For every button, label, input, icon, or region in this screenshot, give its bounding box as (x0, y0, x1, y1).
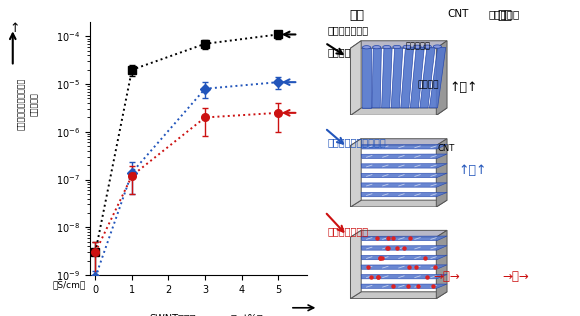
Ellipse shape (423, 45, 432, 48)
Polygon shape (429, 47, 446, 108)
Polygon shape (361, 144, 447, 149)
Text: →　→: → → (433, 270, 460, 283)
Polygon shape (420, 48, 435, 108)
Ellipse shape (433, 45, 441, 48)
Text: アニール: アニール (328, 47, 351, 58)
Polygon shape (361, 183, 447, 187)
Polygon shape (350, 230, 361, 299)
Polygon shape (391, 48, 403, 108)
Polygon shape (361, 275, 447, 279)
Text: （wt%）: （wt%） (230, 313, 263, 316)
Text: 状態２：５分アニール: 状態２：５分アニール (328, 137, 386, 148)
Polygon shape (350, 108, 447, 115)
Polygon shape (436, 41, 447, 115)
Text: ↑　↑: ↑ ↑ (450, 81, 478, 94)
Polygon shape (361, 265, 447, 269)
Text: CNT: CNT (448, 9, 469, 20)
Text: →　→: → → (503, 270, 530, 283)
Polygon shape (350, 139, 361, 207)
Polygon shape (436, 139, 447, 207)
Ellipse shape (403, 45, 411, 48)
Polygon shape (361, 192, 447, 197)
Text: 処理: 処理 (349, 9, 364, 22)
Polygon shape (361, 255, 447, 260)
Text: 液晶カラム: 液晶カラム (489, 9, 520, 20)
Text: SWNT混合比: SWNT混合比 (149, 313, 196, 316)
Polygon shape (350, 41, 447, 48)
Text: （S/cm）: （S/cm） (52, 280, 85, 289)
Text: 基盤に対する垂直方向の
電気伝導度: 基盤に対する垂直方向の 電気伝導度 (17, 78, 39, 131)
Text: ↑　↑: ↑ ↑ (458, 164, 487, 177)
Polygon shape (436, 230, 447, 299)
Polygon shape (361, 236, 447, 240)
Polygon shape (410, 48, 425, 108)
Ellipse shape (372, 46, 380, 49)
Polygon shape (382, 48, 392, 108)
Polygon shape (361, 284, 447, 289)
Ellipse shape (393, 45, 401, 49)
Polygon shape (361, 154, 447, 159)
Text: CNT: CNT (438, 144, 455, 153)
Text: 状態３：１時間: 状態３：１時間 (328, 25, 369, 35)
Polygon shape (350, 200, 447, 207)
Text: 液晶カラム: 液晶カラム (406, 41, 431, 50)
Polygon shape (362, 48, 371, 108)
Polygon shape (350, 230, 447, 237)
Ellipse shape (383, 46, 391, 49)
Polygon shape (361, 246, 447, 250)
Polygon shape (361, 173, 447, 178)
Polygon shape (372, 48, 382, 108)
Text: ↑: ↑ (9, 22, 20, 35)
Polygon shape (350, 139, 447, 146)
Text: ランダム: ランダム (418, 81, 439, 89)
Polygon shape (361, 164, 447, 168)
Text: 配向: 配向 (497, 9, 512, 22)
Polygon shape (350, 292, 447, 299)
Polygon shape (350, 41, 361, 115)
Polygon shape (401, 48, 414, 108)
Text: 状態１：剪断後: 状態１：剪断後 (328, 226, 369, 236)
Ellipse shape (362, 46, 371, 49)
Ellipse shape (413, 45, 421, 48)
